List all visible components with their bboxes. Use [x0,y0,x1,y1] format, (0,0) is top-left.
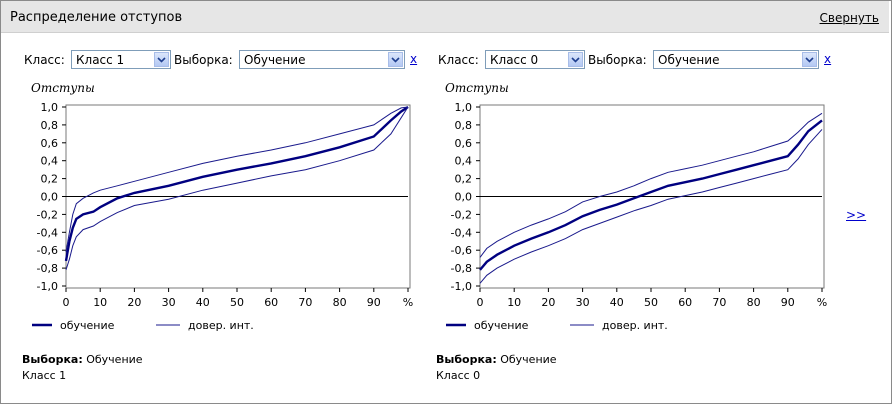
chevron-down-icon[interactable] [568,52,583,67]
y-tick-label: -0,6 [37,244,58,257]
margin-chart: Отступы 1,0 0,8 0,6 0,4 0,2 0,0 -0,2 -0,4 -0,6 -0,… [31,81,413,332]
class-select[interactable]: Класс 1 [71,50,171,69]
y-tick-label: -1,0 [37,280,58,293]
x-tick-label: % [817,296,827,309]
y-tick-label: 0,6 [455,137,473,150]
y-tick-label: 0,6 [41,137,59,150]
sample-label: Выборка: [174,53,233,67]
chart-title: Отступы [31,81,95,95]
chevron-down-icon[interactable] [154,52,169,67]
y-tick-label: 1,0 [41,101,59,114]
legend-label-main: обучение [474,319,529,332]
sample-select-value: Обучение [244,53,306,67]
footer-sample-label: Выборка: [22,353,83,366]
sample-select-value: Обучение [658,53,720,67]
series-line-ci [479,129,823,284]
x-tick-label: 90 [367,296,381,309]
x-tick-label: 50 [230,296,244,309]
y-tick-label: 0,4 [41,155,59,168]
panel-header: Распределение отступов Свернуть [1,1,889,33]
y-tick-label: 0,2 [41,173,59,186]
panel-title: Распределение отступов [10,10,183,25]
chevron-down-icon[interactable] [802,52,817,67]
class-label: Класс: [438,53,479,67]
margin-chart: Отступы 1,0 0,8 0,6 0,4 0,2 0,0 -0,2 -0,4 -0,6 -0,… [445,81,827,332]
x-tick-label: 70 [298,296,312,309]
x-tick-label: 90 [781,296,795,309]
next-page-link[interactable]: >> [846,208,867,222]
class-select-value: Класс 1 [76,53,125,67]
series-line-main [479,119,823,271]
x-tick-label: 40 [610,296,624,309]
class-label: Класс: [24,53,65,67]
legend-label-ci: довер. инт. [188,319,254,332]
y-tick-label: 0,0 [455,191,473,204]
sample-select[interactable]: Обучение [653,50,819,69]
footer-sample: Выборка: Обучение [22,353,143,366]
series-line-main [64,105,409,262]
class-select-value: Класс 0 [490,53,539,67]
x-tick-label: 0 [63,296,70,309]
footer-sample-value: Обучение [86,353,143,366]
x-tick-label: 30 [162,296,176,309]
footer-class: Класс 1 [22,369,67,382]
sample-select[interactable]: Обучение [239,50,405,69]
x-tick-label: 80 [333,296,347,309]
y-tick-label: -0,4 [451,226,472,239]
series-line-ci [65,106,409,271]
y-tick-label: -0,8 [37,262,58,275]
y-tick-label: -0,2 [451,208,472,221]
y-tick-label: -1,0 [451,280,472,293]
x-tick-label: 20 [127,296,141,309]
x-tick-label: 10 [93,296,107,309]
sample-label: Выборка: [588,53,647,67]
x-tick-label: 70 [712,296,726,309]
x-tick-label: 40 [196,296,210,309]
x-tick-label: 10 [507,296,521,309]
footer-sample: Выборка: Обучение [436,353,557,366]
y-tick-label: 0,8 [41,119,59,132]
y-tick-label: -0,2 [37,208,58,221]
x-tick-label: 60 [678,296,692,309]
series-line-ci [65,106,409,253]
footer-sample-value: Обучение [500,353,557,366]
y-tick-label: 0,8 [455,119,473,132]
y-tick-label: 0,0 [41,191,59,204]
close-chart-link[interactable]: x [410,52,418,66]
close-chart-link[interactable]: x [824,52,832,66]
collapse-link[interactable]: Свернуть [819,11,879,25]
margin-panel-class-0: Класс: Класс 0 Выборка: Обучение x Отсту… [414,0,834,404]
series-line-ci [479,112,823,258]
legend-label-main: обучение [60,319,115,332]
y-tick-label: 1,0 [455,101,473,114]
x-tick-label: 0 [477,296,484,309]
x-tick-label: 80 [747,296,761,309]
legend-label-ci: довер. инт. [602,319,668,332]
x-tick-label: % [403,296,413,309]
margin-panel-class-1: Класс: Класс 1 Выборка: Обучение x Отсту… [0,0,420,404]
y-tick-label: -0,4 [37,226,58,239]
y-tick-label: -0,8 [451,262,472,275]
footer-class: Класс 0 [436,369,481,382]
x-tick-label: 50 [644,296,658,309]
class-select[interactable]: Класс 0 [485,50,585,69]
footer-sample-label: Выборка: [436,353,497,366]
chart-title: Отступы [445,81,509,95]
y-tick-label: 0,4 [455,155,473,168]
x-tick-label: 20 [541,296,555,309]
x-tick-label: 60 [264,296,278,309]
y-tick-label: -0,6 [451,244,472,257]
chevron-down-icon[interactable] [388,52,403,67]
y-tick-label: 0,2 [455,173,473,186]
x-tick-label: 30 [576,296,590,309]
